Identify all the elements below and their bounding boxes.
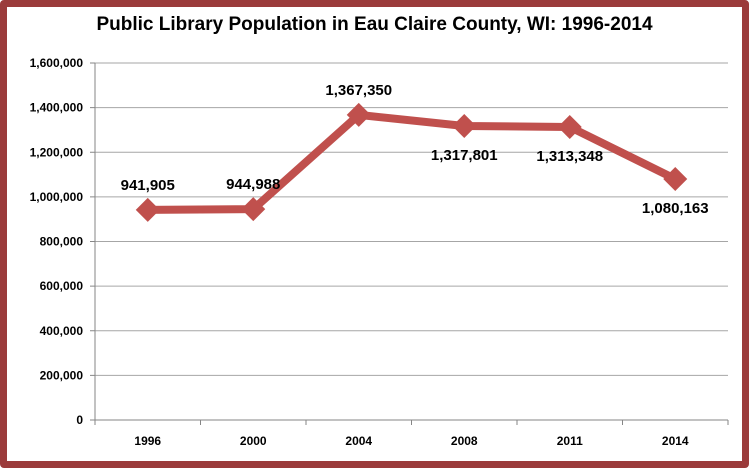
data-point-marker xyxy=(135,197,160,222)
data-point-marker xyxy=(346,102,371,127)
x-tick-label: 2014 xyxy=(662,434,689,448)
x-tick-label: 2008 xyxy=(451,434,478,448)
y-tick-label: 800,000 xyxy=(40,235,84,249)
data-label: 1,313,348 xyxy=(536,148,603,165)
data-label: 1,080,163 xyxy=(642,200,709,217)
data-label: 1,317,801 xyxy=(431,147,498,164)
y-tick-label: 600,000 xyxy=(40,279,84,293)
x-tick-label: 2011 xyxy=(557,434,583,448)
y-tick-label: 0 xyxy=(76,413,83,427)
data-point-marker xyxy=(241,197,266,222)
data-point-marker xyxy=(663,166,688,191)
y-tick-label: 1,600,000 xyxy=(30,56,84,70)
y-tick-label: 400,000 xyxy=(40,324,84,338)
chart-title: Public Library Population in Eau Claire … xyxy=(96,14,653,35)
y-tick-label: 200,000 xyxy=(40,368,84,382)
axes: 0 200,000 400,000 600,000 800,000 1,000,000 1,… xyxy=(30,56,729,448)
data-label: 1,367,350 xyxy=(325,82,392,99)
data-labels: 941,905 944,988 1,367,350 1,317,801 1,313,34… xyxy=(121,82,709,217)
data-label: 944,988 xyxy=(226,176,280,193)
gridlines xyxy=(95,62,728,376)
x-tick-label: 2000 xyxy=(240,434,267,448)
series-line-layer xyxy=(135,102,688,222)
x-tick-label: 2004 xyxy=(345,434,372,448)
data-label: 941,905 xyxy=(121,177,175,194)
y-tick-label: 1,400,000 xyxy=(30,101,84,115)
y-tick-label: 1,200,000 xyxy=(30,145,84,159)
data-point-marker xyxy=(557,114,582,139)
series-line xyxy=(143,110,680,214)
data-point-marker xyxy=(452,113,477,138)
x-tick-label: 1996 xyxy=(134,434,161,448)
y-tick-label: 1,000,000 xyxy=(30,190,84,204)
